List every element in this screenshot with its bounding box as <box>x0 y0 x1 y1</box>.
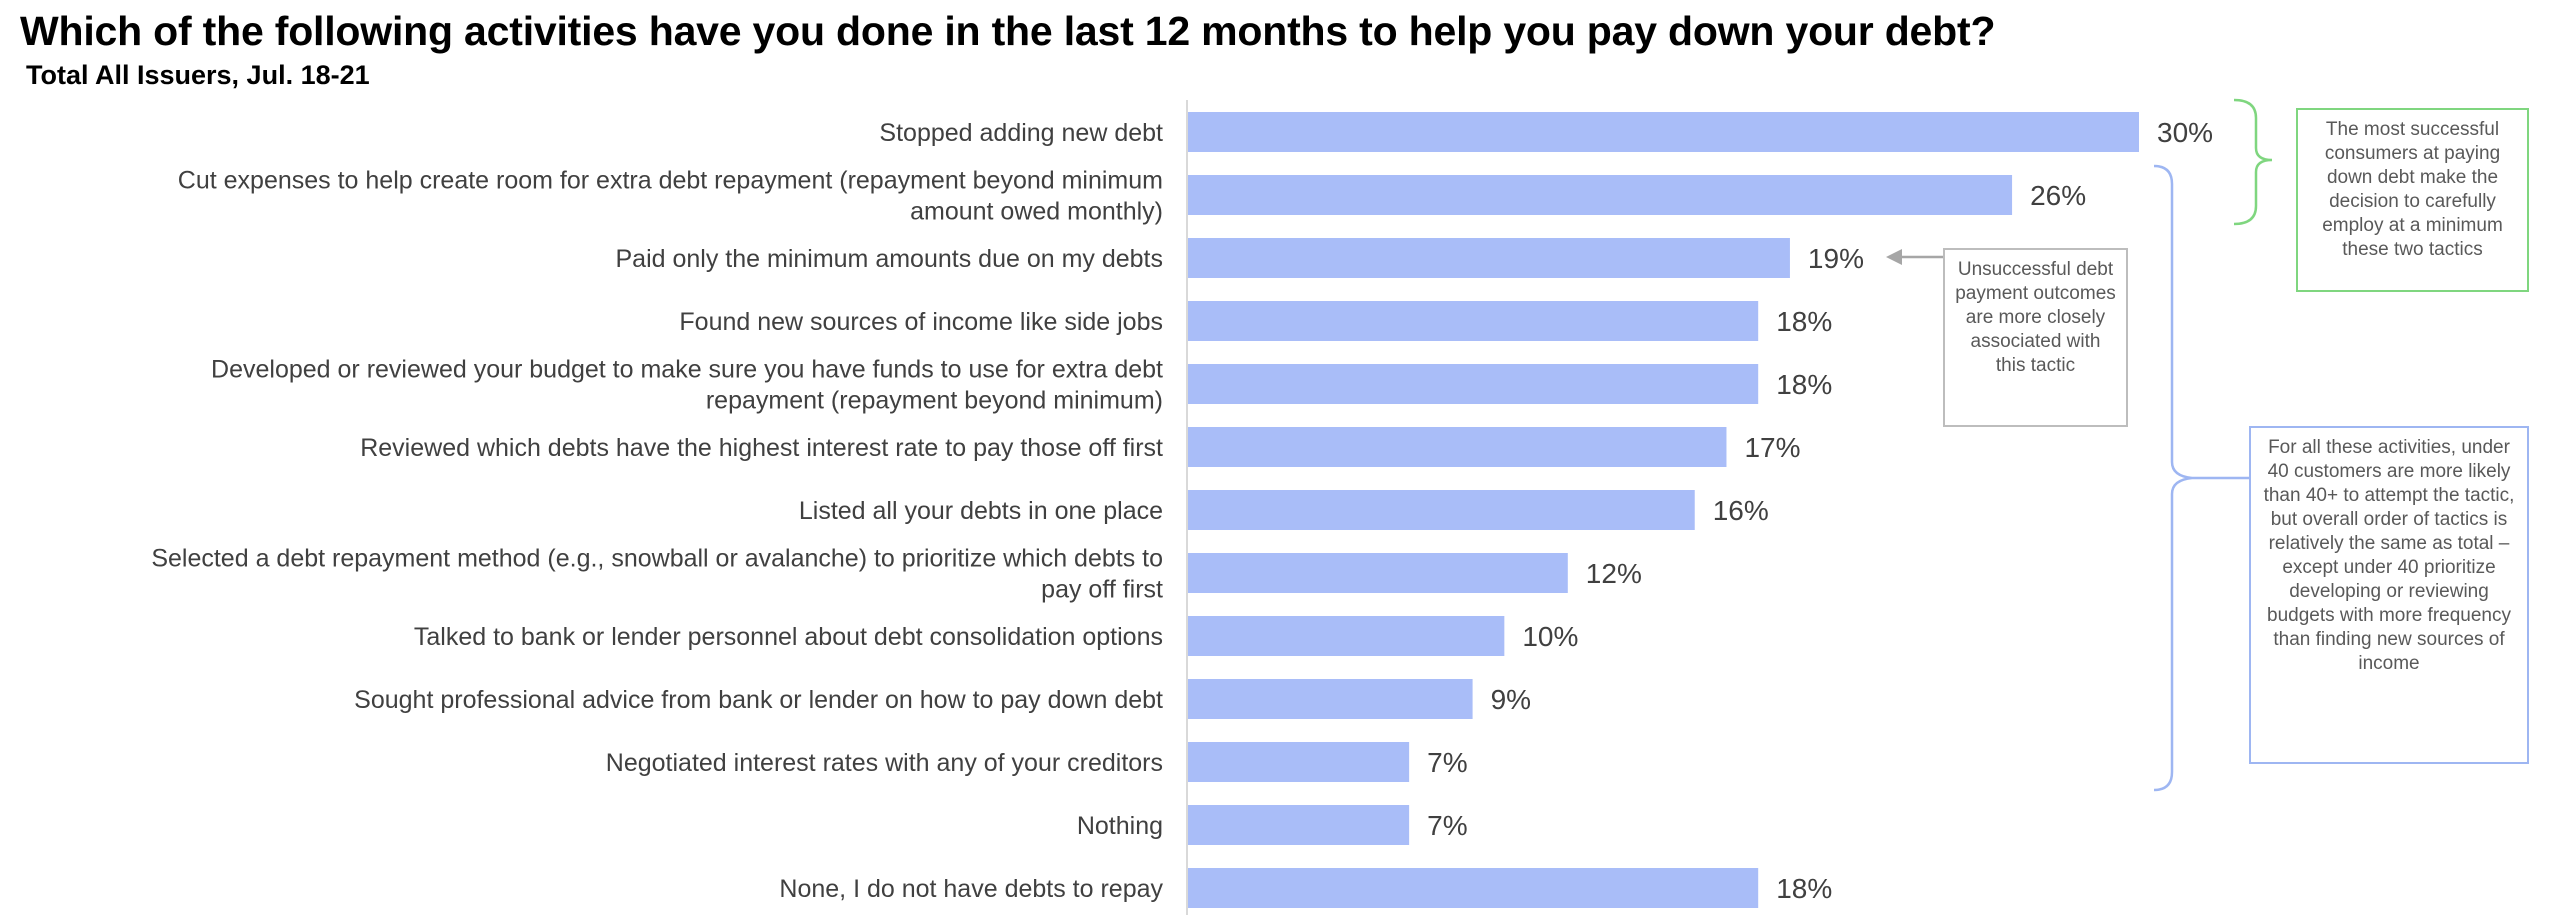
gray-arrow-head-icon <box>1886 249 1902 265</box>
value-label: 18% <box>1776 873 1832 904</box>
category-label: Sought professional advice from bank or … <box>354 686 1163 714</box>
bar <box>1187 868 1759 908</box>
value-labels-layer: 30% 26% 19% 18% 18% 17% 16% 12% 10% 9% 7% 7% 18% <box>1427 117 2213 904</box>
bars-layer <box>1187 112 2139 908</box>
chart-subtitle: Total All Issuers, Jul. 18-21 <box>26 60 370 90</box>
value-label: 17% <box>1744 432 1800 463</box>
category-label: repayment (repayment beyond minimum) <box>706 387 1163 415</box>
category-label: Paid only the minimum amounts due on my … <box>616 245 1164 273</box>
category-label: pay off first <box>1041 576 1163 604</box>
green-bracket <box>2233 98 2273 226</box>
bar <box>1187 112 2139 152</box>
category-label: Selected a debt repayment method (e.g., … <box>151 545 1163 573</box>
bar <box>1187 742 1410 782</box>
category-label: Cut expenses to help create room for ext… <box>178 167 1163 195</box>
bar <box>1187 301 1759 341</box>
category-label: Listed all your debts in one place <box>799 497 1163 525</box>
value-label: 7% <box>1427 747 1467 778</box>
bar <box>1187 364 1759 404</box>
value-label: 10% <box>1522 621 1578 652</box>
category-labels-layer: Stopped adding new debt Cut expenses to h… <box>151 119 1163 903</box>
category-label: Talked to bank or lender personnel about… <box>414 623 1163 651</box>
value-label: 30% <box>2157 117 2213 148</box>
category-label: Nothing <box>1077 812 1163 840</box>
category-label: Stopped adding new debt <box>879 119 1163 147</box>
value-label: 26% <box>2030 180 2086 211</box>
bar <box>1187 238 1790 278</box>
green-annotation-box: The most successful consumers at paying … <box>2296 108 2529 292</box>
category-label: Developed or reviewed your budget to mak… <box>211 356 1163 384</box>
value-label: 7% <box>1427 810 1467 841</box>
value-label: 19% <box>1808 243 1864 274</box>
category-label: Reviewed which debts have the highest in… <box>360 434 1163 462</box>
bar <box>1187 427 1727 467</box>
bar <box>1187 805 1410 845</box>
bar <box>1187 490 1695 530</box>
bar <box>1187 553 1568 593</box>
bar <box>1187 616 1505 656</box>
gray-annotation-box: Unsuccessful debt payment outcomes are m… <box>1943 248 2128 427</box>
blue-annotation-box: For all these activities, under 40 custo… <box>2249 426 2529 764</box>
value-label: 12% <box>1586 558 1642 589</box>
category-label: Negotiated interest rates with any of yo… <box>606 749 1163 777</box>
value-label: 16% <box>1713 495 1769 526</box>
blue-bracket <box>2153 164 2249 792</box>
value-label: 18% <box>1776 306 1832 337</box>
category-label: Found new sources of income like side jo… <box>679 308 1163 336</box>
category-label: amount owed monthly) <box>910 198 1163 226</box>
bar <box>1187 679 1473 719</box>
category-label: None, I do not have debts to repay <box>779 875 1163 903</box>
chart-title: Which of the following activities have y… <box>20 8 1996 54</box>
value-label: 18% <box>1776 369 1832 400</box>
value-label: 9% <box>1491 684 1531 715</box>
bar <box>1187 175 2013 215</box>
